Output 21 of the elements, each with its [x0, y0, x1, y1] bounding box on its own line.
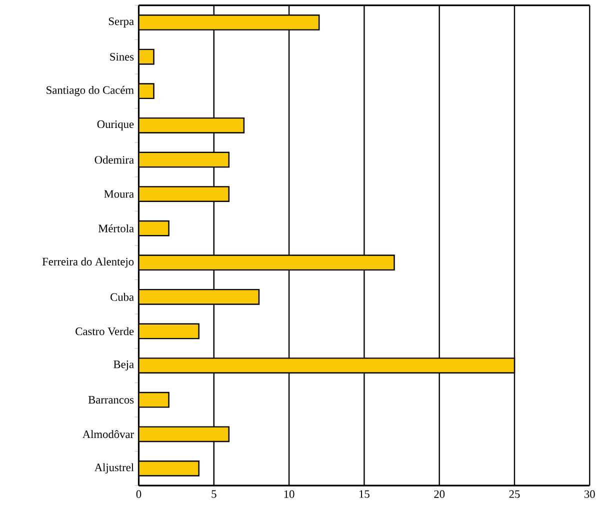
x-tick-label: 5	[212, 490, 216, 498]
y-tick-label: Santiago do Cacém	[46, 86, 134, 96]
y-tick-label: Cuba	[110, 292, 134, 301]
x-tick-label: 20	[434, 490, 445, 498]
y-tick-label: Moura	[104, 190, 134, 198]
y-tick-label: Ourique	[97, 120, 134, 130]
y-tick-label: Aljustrel	[94, 463, 134, 474]
y-tick-label: Mértola	[98, 224, 134, 232]
y-tick-label: Beja	[114, 360, 134, 370]
x-tick-label: 30	[584, 490, 595, 498]
y-tick-label: Castro Verde	[76, 327, 134, 336]
y-tick-label: Ferreira do Alentejo	[42, 257, 134, 268]
y-tick-label: Almodôvar	[82, 430, 134, 438]
y-tick-label: Odemira	[94, 156, 134, 164]
x-tick-label: 15	[360, 490, 370, 498]
x-tick-label: 25	[509, 490, 520, 498]
y-tick-label: Sines	[110, 52, 134, 60]
x-tick-label: 10	[284, 490, 294, 498]
y-tick-label: Serpa	[108, 17, 134, 28]
y-tick-label: Barrancos	[88, 396, 134, 404]
x-tick-label: 0	[136, 490, 142, 498]
